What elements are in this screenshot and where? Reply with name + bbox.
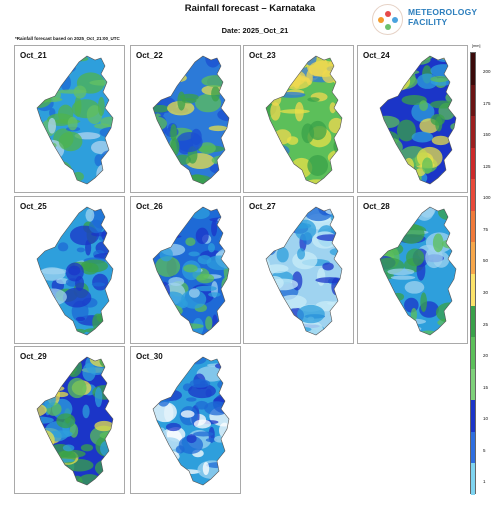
legend-color-segment — [471, 242, 475, 275]
legend-tick-label: 1 — [483, 479, 486, 485]
legend-tick-label: 30 — [483, 289, 489, 295]
panel-day-label: Oct_28 — [363, 202, 390, 211]
forecast-panel: Oct_28 — [357, 196, 468, 344]
logo-text-line2: FACILITY — [408, 17, 448, 27]
legend-tick-label: 175 — [483, 100, 491, 106]
legend-color-segment — [471, 274, 475, 307]
legend-tick-label: 200 — [483, 68, 491, 74]
panel-day-label: Oct_30 — [136, 352, 163, 361]
legend-tick-label: 75 — [483, 226, 489, 232]
forecast-panel: Oct_24 — [357, 45, 468, 193]
panel-day-label: Oct_21 — [20, 51, 47, 60]
forecast-panel: Oct_21 — [14, 45, 125, 193]
legend-unit: [mm] — [472, 44, 481, 48]
legend-color-segment — [471, 431, 475, 464]
page-title: Rainfall forecast – Karnataka — [184, 3, 316, 14]
panel-day-label: Oct_22 — [136, 51, 163, 60]
legend-color-segment — [471, 368, 475, 401]
legend-color-segment — [471, 147, 475, 180]
karnataka-rainfall-map — [379, 55, 457, 185]
legend-color-segment — [471, 53, 475, 86]
panel-day-label: Oct_23 — [249, 51, 276, 60]
forecast-panel: Oct_29 — [14, 346, 125, 494]
panel-day-label: Oct_26 — [136, 202, 163, 211]
legend-tick-label: 10 — [483, 416, 489, 422]
legend-color-segment — [471, 116, 475, 149]
legend-color-segment — [471, 179, 475, 212]
karnataka-rainfall-map — [379, 206, 457, 336]
legend-tick-label: 125 — [483, 163, 491, 169]
forecast-panel: Oct_27 — [243, 196, 354, 344]
legend-color-segment — [471, 463, 475, 496]
karnataka-rainfall-map — [36, 356, 114, 486]
forecast-panel: Oct_23 — [243, 45, 354, 193]
legend-tick-label: 15 — [483, 384, 489, 390]
legend-tick-label: 100 — [483, 195, 491, 201]
legend-tick-label: 5 — [483, 447, 486, 453]
panel-day-label: Oct_27 — [249, 202, 276, 211]
legend-color-segment — [471, 84, 475, 117]
legend-tick-label: 50 — [483, 258, 489, 264]
forecast-basis-note: *Rainfall forecast based on 2025_Oct_21:… — [15, 36, 120, 41]
meteorology-logo: METEOROLOGY FACILITY — [372, 2, 482, 38]
legend-tick-label: 150 — [483, 132, 491, 138]
legend-color-segment — [471, 337, 475, 370]
legend-color-bar — [470, 52, 476, 496]
forecast-panel: Oct_26 — [130, 196, 241, 344]
karnataka-rainfall-map — [152, 356, 230, 486]
karnataka-rainfall-map — [152, 55, 230, 185]
karnataka-rainfall-map — [152, 206, 230, 336]
karnataka-rainfall-map — [36, 206, 114, 336]
forecast-panel: Oct_22 — [130, 45, 241, 193]
panel-day-label: Oct_29 — [20, 352, 47, 361]
legend-color-segment — [471, 305, 475, 338]
panel-day-label: Oct_24 — [363, 51, 390, 60]
legend-tick-label: 20 — [483, 353, 489, 359]
legend-color-segment — [471, 210, 475, 243]
karnataka-rainfall-map — [36, 55, 114, 185]
forecast-date: Date: 2025_Oct_21 — [221, 26, 289, 35]
rainfall-legend: [mm] 200 175 150 125 100 75 50 30 25 20 15 10 5 1 — [470, 44, 496, 496]
legend-color-segment — [471, 400, 475, 433]
forecast-panel: Oct_25 — [14, 196, 125, 344]
karnataka-rainfall-map — [265, 206, 343, 336]
forecast-panel: Oct_30 — [130, 346, 241, 494]
karnataka-rainfall-map — [265, 55, 343, 185]
meteorology-logo-icon — [372, 4, 403, 35]
logo-text-line1: METEOROLOGY — [408, 7, 478, 17]
legend-tick-label: 25 — [483, 321, 489, 327]
panel-day-label: Oct_25 — [20, 202, 47, 211]
